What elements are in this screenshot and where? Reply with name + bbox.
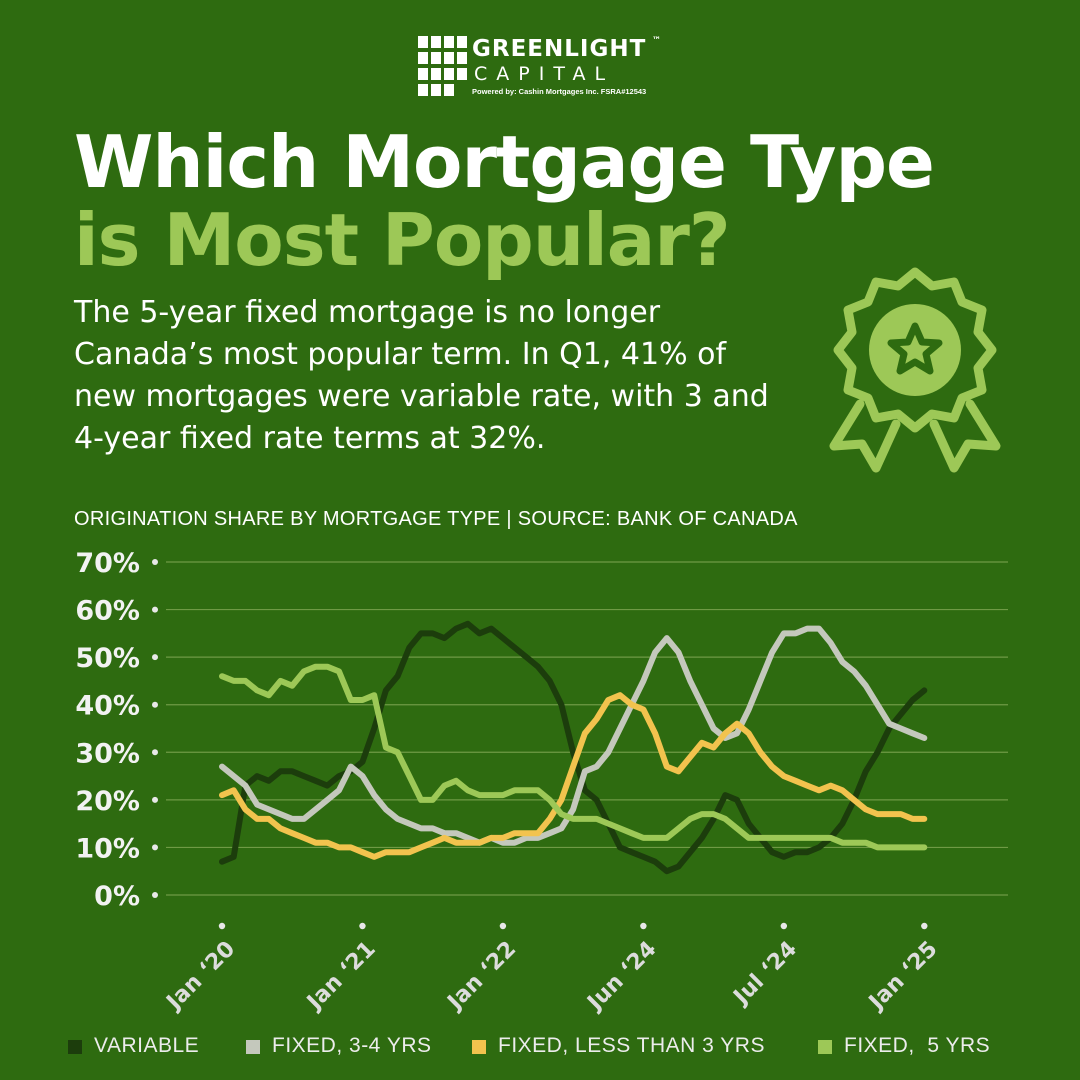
y-tick-label: 60% [75, 596, 140, 627]
series-line-fixed-less-than-3-yrs [219, 692, 928, 860]
x-tick-dot [921, 922, 928, 930]
x-tick-label: Jan ‘25 [863, 937, 942, 1016]
legend-label: FIXED, 3-4 YRS [272, 1034, 432, 1057]
y-tick-label: 40% [75, 691, 140, 722]
y-tick-dot [152, 559, 158, 565]
x-tick-label: Jul ‘24 [728, 937, 802, 1011]
legend-swatch [472, 1040, 486, 1054]
logo-grid-icon [418, 36, 467, 96]
x-tick-dot [218, 922, 226, 930]
x-tick-label: Jan ‘22 [442, 937, 521, 1016]
x-tick-label: Jan ‘21 [301, 937, 380, 1016]
legend-label: FIXED, LESS THAN 3 YRS [498, 1034, 765, 1057]
x-tick-label: Jan ‘20 [161, 937, 240, 1016]
y-tick-label: 20% [75, 786, 140, 817]
brand-name-bottom: CAPITAL [474, 63, 615, 85]
y-tick-dot [152, 654, 158, 661]
legend-swatch [246, 1040, 260, 1054]
x-tick-dot [499, 922, 507, 930]
brand-powered-by: Powered by: Cashin Mortgages Inc. FSRA#1… [472, 87, 647, 96]
y-tick-dot [152, 892, 158, 898]
y-tick-dot [152, 701, 158, 708]
y-tick-label: 50% [75, 643, 140, 674]
chart-legend: VARIABLE FIXED, 3-4 YRS FIXED, LESS THAN… [68, 1034, 1028, 1060]
brand-trademark: ™ [652, 36, 661, 46]
y-tick-dot [152, 796, 158, 803]
x-tick-dot [359, 922, 366, 930]
award-ribbon-star-icon [829, 267, 1001, 473]
series-line-variable [219, 620, 928, 875]
series-line-fixed-3-4-yrs [219, 625, 928, 846]
y-tick-dot [152, 606, 158, 613]
chart-title: ORIGINATION SHARE BY MORTGAGE TYPE | SOU… [74, 508, 798, 530]
legend-label: VARIABLE [94, 1034, 200, 1057]
series-line-fixed-5-yrs [219, 663, 928, 851]
y-tick-dot [152, 749, 158, 756]
y-tick-label: 10% [75, 833, 140, 864]
legend-label: FIXED, 5 YRS [844, 1034, 991, 1057]
y-tick-label: 0% [94, 881, 140, 912]
legend-swatch [818, 1040, 832, 1054]
line-chart: 0% 10% 20% 30% 40% 50% 60% 70% Jan ‘20 Jan ‘21 Ja… [75, 548, 1008, 1017]
y-tick-label: 70% [75, 548, 140, 579]
headline-line-1: Which Mortgage Type [74, 120, 935, 204]
x-tick-dot [780, 922, 788, 930]
x-tick-label: Jun ‘24 [582, 937, 662, 1017]
headline-line-2: is Most Popular? [74, 198, 731, 282]
y-tick-dot [152, 844, 158, 851]
brand-name-top: GREENLIGHT [472, 36, 647, 62]
y-tick-label: 30% [75, 738, 140, 769]
intro-text: The 5-year fixed mortgage is no longer C… [74, 295, 769, 456]
brand-logo: GREENLIGHT ™ CAPITAL Powered by: Cashin … [418, 36, 678, 100]
legend-swatch [68, 1040, 82, 1054]
x-tick-dot [640, 922, 647, 930]
